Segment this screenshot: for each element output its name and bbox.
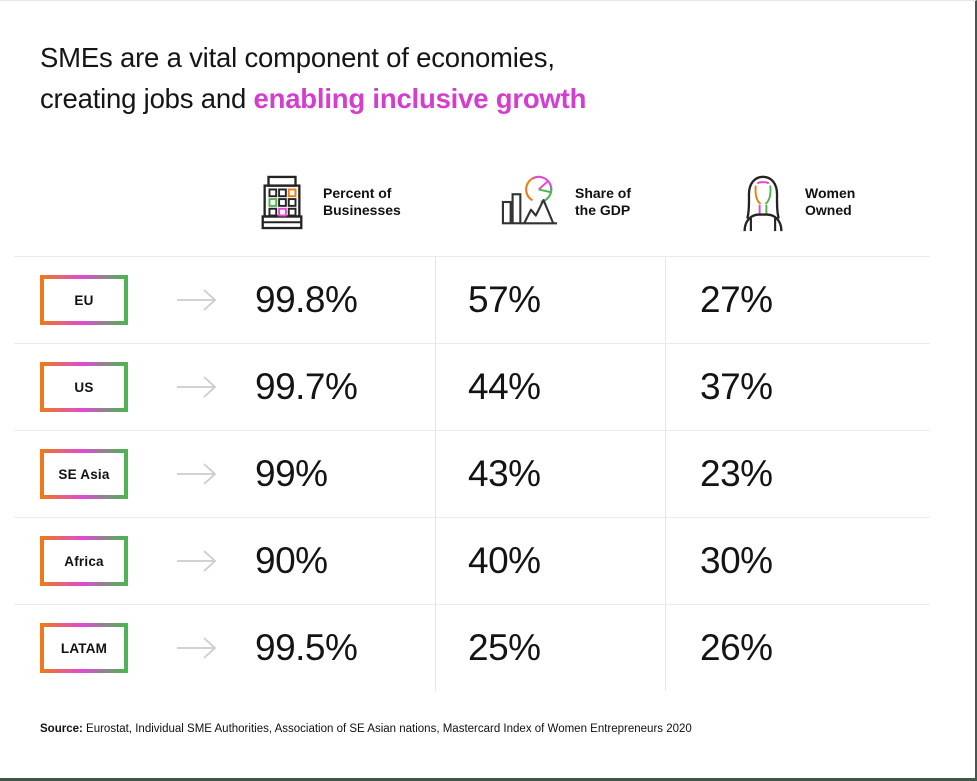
region-cell: US [14,344,255,430]
region-badge: US [40,362,128,412]
woman-icon [743,175,783,232]
header-label-line2: Owned [805,202,852,218]
table-row: Africa 90% 40% 30% [14,518,930,605]
value-share-gdp: 57% [468,279,541,320]
region-cell: Africa [14,518,255,604]
value-women-owned: 37% [700,366,773,407]
value-women-owned: 26% [700,627,773,668]
value-share-gdp: 44% [468,366,541,407]
table-row: SE Asia 99% 43% 23% [14,431,930,518]
header-label-line1: Percent of [323,185,392,201]
table-row: LATAM 99.5% 25% 26% [14,605,930,691]
title-highlight: enabling inclusive growth [253,83,587,114]
value-share-gdp: 43% [468,453,541,494]
value-women-owned: 23% [700,453,773,494]
header-label-line2: Businesses [323,202,401,218]
region-cell: EU [14,257,255,343]
building-icon [261,175,303,230]
region-badge: Africa [40,536,128,586]
economy-charts-icon [501,175,558,225]
value-women-owned: 27% [700,279,773,320]
source-note: Source: Eurostat, Individual SME Authori… [40,723,692,735]
value-women-owned: 30% [700,540,773,581]
header-label-line1: Women [805,185,856,201]
arrow-right-icon [174,549,220,573]
data-table: EU 99.8% 57% 27% US [14,256,930,691]
region-badge-label: US [44,366,124,408]
table-row: EU 99.8% 57% 27% [14,257,930,344]
header-label-line1: Share of [575,185,632,201]
region-badge: LATAM [40,623,128,673]
title-line-2-prefix: creating jobs and [40,83,254,114]
region-badge-label: LATAM [44,627,124,669]
column-header-row: Percent of Businesses Share of the GDP [14,159,930,245]
header-label-line2: the GDP [575,202,631,218]
value-percent-businesses: 99% [255,453,328,494]
title-line-1: SMEs are a vital component of economies, [40,42,555,73]
region-badge: SE Asia [40,449,128,499]
column-header-share-gdp: Share of the GDP [435,159,665,245]
page-title: SMEs are a vital component of economies,… [40,37,586,119]
value-percent-businesses: 90% [255,540,328,581]
column-header-women-owned: Women Owned [665,159,930,245]
column-header-percent-businesses: Percent of Businesses [255,159,435,245]
title-line-2: creating jobs and enabling inclusive gro… [40,78,586,119]
region-cell: LATAM [14,605,255,691]
region-badge-label: SE Asia [44,453,124,495]
value-percent-businesses: 99.7% [255,366,358,407]
arrow-right-icon [174,462,220,486]
region-badge: EU [40,275,128,325]
value-percent-businesses: 99.8% [255,279,358,320]
value-share-gdp: 25% [468,627,541,668]
source-text: Eurostat, Individual SME Authorities, As… [82,723,692,735]
source-label: Source: [40,723,83,735]
table-body: EU 99.8% 57% 27% US [14,257,930,691]
region-cell: SE Asia [14,431,255,517]
table-row: US 99.7% 44% 37% [14,344,930,431]
value-percent-businesses: 99.5% [255,627,358,668]
arrow-right-icon [174,288,220,312]
value-share-gdp: 40% [468,540,541,581]
region-badge-label: EU [44,279,124,321]
region-badge-label: Africa [44,540,124,582]
arrow-right-icon [174,375,220,399]
arrow-right-icon [174,636,220,660]
